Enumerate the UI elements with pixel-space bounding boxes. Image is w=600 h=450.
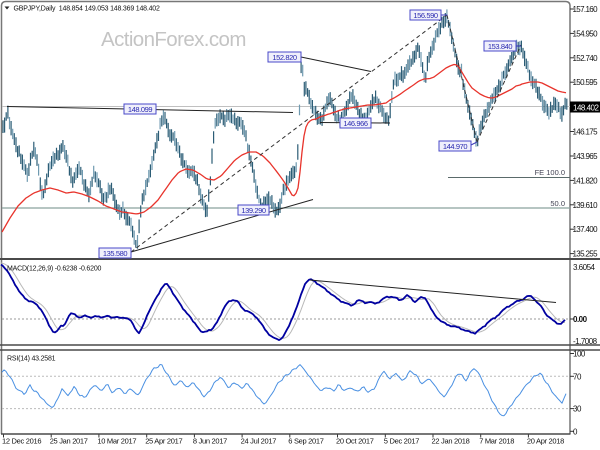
svg-text:6 Sep 2017: 6 Sep 2017	[288, 437, 323, 446]
svg-text:10 Mar 2017: 10 Mar 2017	[97, 437, 136, 446]
svg-text:MACD(12,26,9) -0.6238 -0.6200: MACD(12,26,9) -0.6238 -0.6200	[7, 266, 102, 273]
svg-text:50.0: 50.0	[550, 199, 565, 208]
svg-text:0: 0	[573, 427, 578, 436]
svg-text:152.820: 152.820	[272, 53, 297, 62]
svg-text:157.160: 157.160	[573, 5, 599, 14]
svg-text:-1.7008: -1.7008	[573, 337, 598, 346]
svg-text:20 Oct 2017: 20 Oct 2017	[336, 437, 374, 446]
svg-text:70: 70	[573, 372, 582, 381]
svg-text:154.950: 154.950	[573, 29, 599, 38]
svg-text:146.966: 146.966	[343, 119, 368, 128]
svg-text:5 Dec 2017: 5 Dec 2017	[384, 437, 419, 446]
svg-text:148.099: 148.099	[128, 105, 153, 114]
svg-text:25 Jan 2017: 25 Jan 2017	[50, 437, 88, 446]
svg-text:143.965: 143.965	[573, 152, 599, 161]
svg-text:139.290: 139.290	[241, 206, 266, 215]
svg-text:152.740: 152.740	[573, 54, 599, 63]
svg-text:139.610: 139.610	[573, 201, 599, 210]
svg-text:150.595: 150.595	[573, 78, 599, 87]
svg-text:30: 30	[573, 405, 582, 414]
svg-text:ActionForex.com: ActionForex.com	[101, 28, 246, 51]
svg-text:135.580: 135.580	[103, 249, 128, 258]
svg-text:RSI(14) 43.2581: RSI(14) 43.2581	[7, 356, 56, 363]
svg-text:20 Apr 2018: 20 Apr 2018	[527, 437, 564, 446]
svg-text:141.820: 141.820	[573, 176, 599, 185]
svg-text:3.6054: 3.6054	[573, 263, 596, 272]
svg-text:146.175: 146.175	[573, 128, 599, 137]
svg-text:7 Mar 2018: 7 Mar 2018	[479, 437, 514, 446]
svg-text:FE 100.0: FE 100.0	[535, 168, 565, 177]
svg-text:137.400: 137.400	[573, 225, 599, 234]
svg-text:GBPJPY,Daily 148.854 149.053: GBPJPY,Daily 148.854 149.053 148.369 148…	[14, 6, 160, 13]
svg-text:153.840: 153.840	[488, 42, 513, 51]
svg-text:25 Apr 2017: 25 Apr 2017	[145, 437, 182, 446]
svg-text:156.590: 156.590	[413, 11, 438, 20]
svg-text:24 Jul 2017: 24 Jul 2017	[241, 437, 277, 446]
svg-text:148.402: 148.402	[573, 103, 599, 112]
svg-text:0.00: 0.00	[573, 315, 588, 324]
svg-text:144.970: 144.970	[443, 142, 468, 151]
svg-text:8 Jun 2017: 8 Jun 2017	[193, 437, 227, 446]
svg-text:22 Jan 2018: 22 Jan 2018	[432, 437, 470, 446]
svg-text:135.255: 135.255	[573, 250, 599, 259]
svg-text:100: 100	[573, 350, 586, 359]
svg-text:12 Dec 2016: 12 Dec 2016	[2, 437, 41, 446]
